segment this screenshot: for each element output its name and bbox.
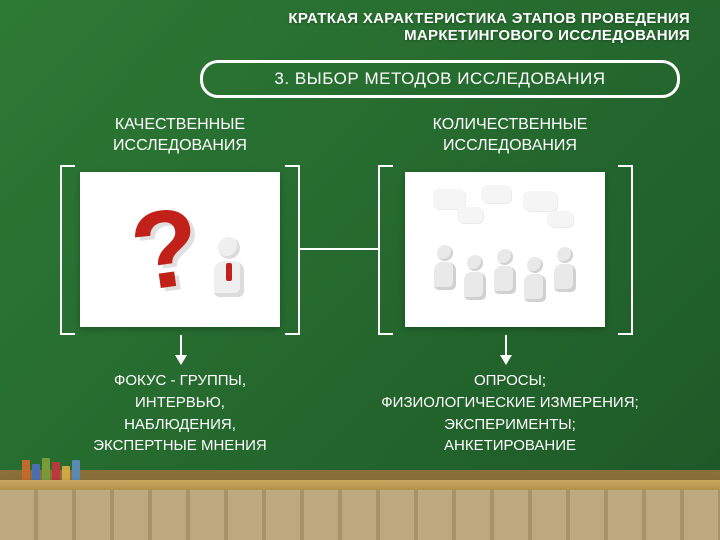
slide-title-line2: МАРКЕТИНГОВОГО ИССЛЕДОВАНИЯ <box>404 27 690 44</box>
left-arrow-head-icon <box>175 355 187 365</box>
right-bracket-close <box>618 165 633 335</box>
slide-title: КРАТКАЯ ХАРАКТЕРИСТИКА ЭТАПОВ ПРОВЕДЕНИЯ… <box>288 10 690 44</box>
right-heading: КОЛИЧЕСТВЕННЫЕ ИССЛЕДОВАНИЯ <box>400 115 620 157</box>
left-bracket-open <box>60 165 75 335</box>
left-body-l1: ФОКУС - ГРУППЫ, <box>114 372 246 389</box>
right-body-l3: ЭКСПЕРИМЕНТЫ; <box>444 416 576 433</box>
left-heading: КАЧЕСТВЕННЫЕ ИССЛЕДОВАНИЯ <box>90 115 270 157</box>
left-heading-l2: ИССЛЕДОВАНИЯ <box>113 137 247 154</box>
left-arrow-stem <box>180 335 182 357</box>
stick-figure-icon <box>208 237 250 305</box>
center-connector <box>300 248 378 250</box>
left-image-box: ? <box>80 172 280 327</box>
left-bracket-close <box>285 165 300 335</box>
right-body-l1: ОПРОСЫ; <box>474 372 546 389</box>
left-body-l4: ЭКСПЕРТНЫЕ МНЕНИЯ <box>93 437 267 454</box>
right-arrow-head-icon <box>500 355 512 365</box>
right-bracket-open <box>378 165 393 335</box>
left-heading-l1: КАЧЕСТВЕННЫЕ <box>115 116 245 133</box>
left-body-l3: НАБЛЮДЕНИЯ, <box>124 416 236 433</box>
right-body-l2: ФИЗИОЛОГИЧЕСКИЕ ИЗМЕРЕНИЯ; <box>381 394 638 411</box>
people-group-icon <box>415 185 595 315</box>
right-body-l4: АНКЕТИРОВАНИЕ <box>444 437 576 454</box>
right-image-box <box>405 172 605 327</box>
floor <box>0 490 720 540</box>
right-heading-l2: ИССЛЕДОВАНИЯ <box>443 137 577 154</box>
question-mark-icon: ? <box>124 182 208 317</box>
right-heading-l1: КОЛИЧЕСТВЕННЫЕ <box>433 116 588 133</box>
slide-root: КРАТКАЯ ХАРАКТЕРИСТИКА ЭТАПОВ ПРОВЕДЕНИЯ… <box>0 0 720 540</box>
left-body: ФОКУС - ГРУППЫ, ИНТЕРВЬЮ, НАБЛЮДЕНИЯ, ЭК… <box>50 370 310 457</box>
right-arrow-stem <box>505 335 507 357</box>
left-body-l2: ИНТЕРВЬЮ, <box>135 394 225 411</box>
section-subtitle-box: 3. ВЫБОР МЕТОДОВ ИССЛЕДОВАНИЯ <box>200 60 680 98</box>
section-subtitle: 3. ВЫБОР МЕТОДОВ ИССЛЕДОВАНИЯ <box>274 69 605 88</box>
right-body: ОПРОСЫ; ФИЗИОЛОГИЧЕСКИЕ ИЗМЕРЕНИЯ; ЭКСПЕ… <box>370 370 650 457</box>
slide-title-line1: КРАТКАЯ ХАРАКТЕРИСТИКА ЭТАПОВ ПРОВЕДЕНИЯ <box>288 10 690 27</box>
